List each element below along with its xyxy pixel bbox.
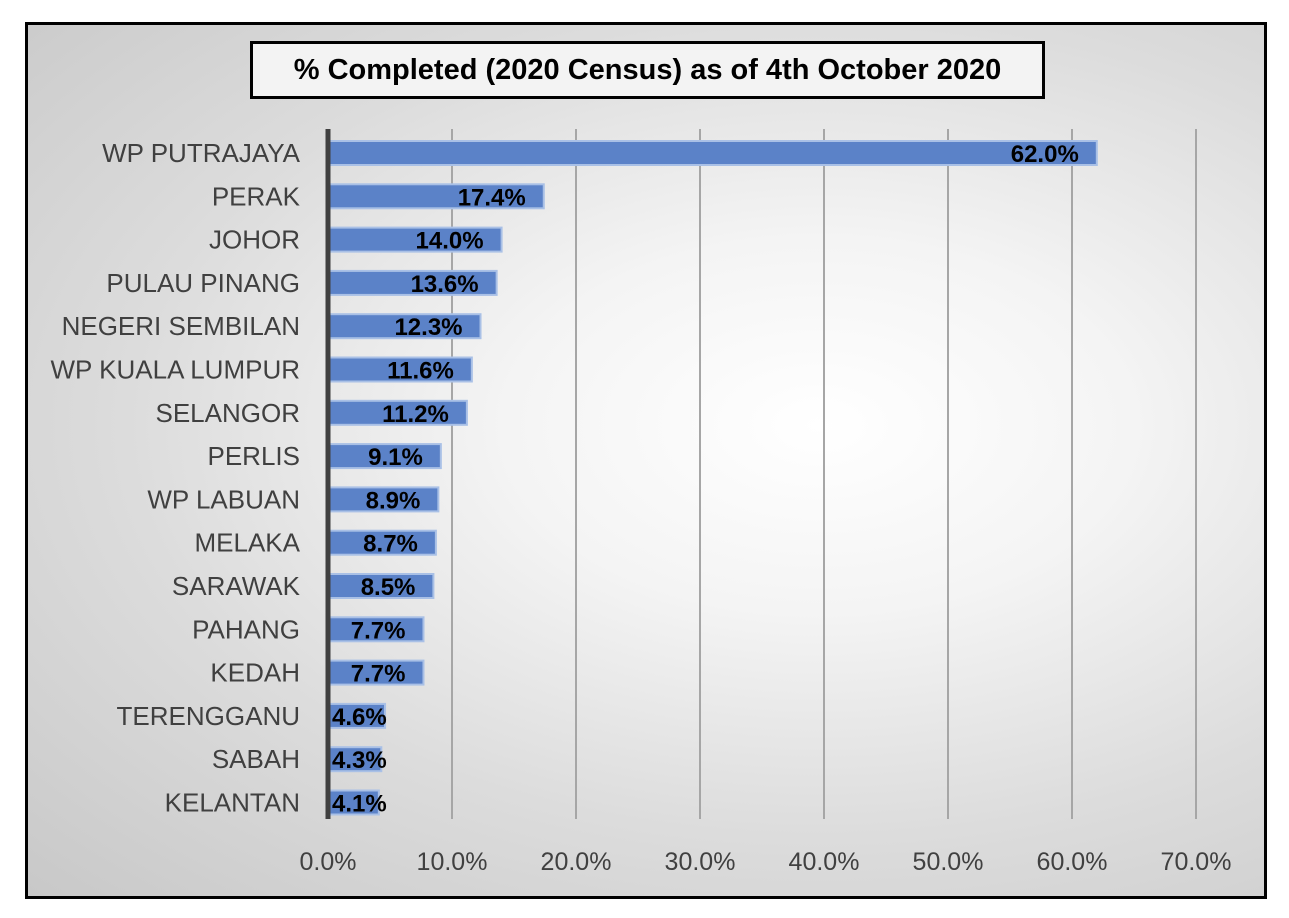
category-label: PULAU PINANG xyxy=(106,268,300,298)
category-label: TERENGGANU xyxy=(117,701,300,731)
data-label: 7.7% xyxy=(351,617,406,644)
data-label: 7.7% xyxy=(351,661,406,688)
category-label: PERLIS xyxy=(208,441,301,471)
data-label: 17.4% xyxy=(458,184,526,211)
bar xyxy=(327,443,442,470)
x-tick-label: 50.0% xyxy=(913,848,984,876)
category-label: KELANTAN xyxy=(165,788,300,818)
category-label: JOHOR xyxy=(209,225,300,255)
bar xyxy=(327,356,473,383)
data-label: 14.0% xyxy=(416,228,484,255)
chart-frame: % Completed (2020 Census) as of 4th Octo… xyxy=(25,22,1267,899)
x-tick-label: 60.0% xyxy=(1037,848,1108,876)
data-label: 4.6% xyxy=(332,704,387,731)
category-label: WP LABUAN xyxy=(147,484,300,514)
data-label: 8.9% xyxy=(366,487,421,514)
data-label: 4.3% xyxy=(332,747,387,774)
bar xyxy=(327,702,387,729)
bar xyxy=(327,140,1098,166)
bar xyxy=(327,573,435,599)
x-tick-label: 20.0% xyxy=(541,848,612,876)
category-label: WP KUALA LUMPUR xyxy=(51,355,300,385)
x-tick-label: 30.0% xyxy=(665,848,736,876)
labels: 0.0% 10.0% 20.0% 30.0% 40.0% 50.0% 60.0% 70.0% W… xyxy=(51,138,1232,876)
category-label: PAHANG xyxy=(192,614,300,644)
category-label: NEGERI SEMBILAN xyxy=(62,311,300,341)
category-label: KEDAH xyxy=(210,658,300,688)
category-label: WP PUTRAJAYA xyxy=(102,138,301,168)
category-label: SARAWAK xyxy=(172,571,301,601)
data-label: 8.7% xyxy=(363,531,418,558)
data-label: 62.0% xyxy=(1011,141,1079,168)
data-label: 4.1% xyxy=(332,791,387,818)
category-label: PERAK xyxy=(212,181,301,211)
bar xyxy=(327,789,380,816)
x-tick-label: 70.0% xyxy=(1161,848,1232,876)
category-label: SABAH xyxy=(212,744,300,774)
data-label: 11.2% xyxy=(382,401,449,428)
category-label: MELAKA xyxy=(195,528,301,558)
category-label: SELANGOR xyxy=(156,398,301,428)
chart-title: % Completed (2020 Census) as of 4th Octo… xyxy=(250,41,1045,99)
data-label: 8.5% xyxy=(361,574,416,601)
bar xyxy=(327,659,425,686)
bar-chart: 0.0% 10.0% 20.0% 30.0% 40.0% 50.0% 60.0% 70.0% W… xyxy=(51,129,1232,876)
x-tick-label: 0.0% xyxy=(300,848,357,876)
data-label: 12.3% xyxy=(394,314,462,341)
gridlines xyxy=(451,129,1197,819)
data-label: 9.1% xyxy=(368,444,423,471)
data-label: 11.6% xyxy=(387,358,454,385)
x-tick-label: 40.0% xyxy=(789,848,860,876)
bar xyxy=(327,616,425,643)
x-tick-label: 10.0% xyxy=(417,848,488,876)
data-label: 13.6% xyxy=(411,271,479,298)
